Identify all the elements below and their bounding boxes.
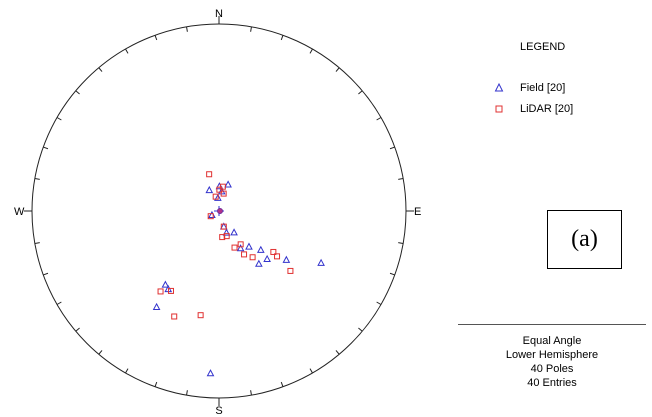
tick-mark: [186, 390, 188, 396]
tick-mark: [335, 67, 340, 72]
tick-mark: [398, 178, 404, 180]
tick-mark: [335, 350, 340, 355]
lidar-pole-marker: [220, 223, 227, 230]
field-pole-marker: [230, 228, 238, 236]
lidar-pole-marker: [171, 313, 178, 320]
field-pole-marker: [222, 228, 231, 236]
direction-labels: N S W E: [14, 8, 421, 417]
tick-mark: [125, 48, 129, 54]
lidar-pole-marker: [270, 248, 277, 255]
projection-summary: Equal Angle Lower Hemisphere 40 Poles 40…: [458, 324, 646, 390]
field-pole-marker: [208, 210, 216, 218]
lidar-pole-marker: [237, 241, 244, 248]
tick-mark: [75, 90, 80, 95]
field-pole-marker: [263, 254, 271, 263]
field-pole-marker: [205, 185, 214, 194]
legend-entry-field: Field [20]: [492, 81, 565, 95]
legend-title: LEGEND: [520, 41, 566, 53]
tick-mark: [34, 242, 40, 244]
lidar-pole-marker: [167, 287, 174, 294]
tick-mark: [154, 381, 158, 387]
field-pole-marker: [317, 258, 325, 266]
tick-mark: [389, 146, 395, 150]
tick-mark: [398, 242, 404, 244]
lidar-pole-marker: [207, 213, 214, 220]
tick-mark: [125, 368, 129, 374]
tick-mark: [43, 146, 49, 150]
summary-divider: [458, 324, 646, 325]
summary-line-entries: 40 Entries: [527, 377, 577, 389]
tick-mark: [309, 368, 313, 374]
lidar-pole-marker: [231, 244, 238, 251]
summary-line-projection: Equal Angle: [522, 335, 582, 347]
tick-mark: [389, 272, 395, 276]
degree-ticks: [24, 16, 414, 406]
field-pole-marker: [206, 369, 215, 377]
lidar-pole-marker: [157, 288, 164, 295]
legend-label-field: Field [20]: [520, 82, 566, 94]
lidar-pole-marker: [223, 233, 230, 240]
field-pole-marker: [245, 242, 253, 250]
field-pole-marker: [152, 302, 161, 311]
field-pole-marker: [161, 280, 170, 288]
tick-mark: [56, 301, 62, 305]
panel-label-box: (a): [547, 210, 622, 269]
lidar-pole-marker: [287, 267, 294, 274]
tick-mark: [56, 117, 62, 121]
tick-mark: [309, 48, 313, 54]
legend-entry-lidar: LiDAR [20]: [492, 102, 573, 116]
field-pole-marker: [282, 255, 291, 263]
tick-mark: [75, 327, 80, 332]
east-label: E: [414, 206, 421, 218]
triangle-icon: [494, 82, 504, 92]
lidar-pole-marker: [197, 312, 204, 319]
tick-mark: [358, 327, 363, 332]
legend-label-lidar: LiDAR [20]: [520, 103, 574, 115]
lidar-pole-marker: [249, 254, 256, 261]
tick-mark: [154, 35, 158, 41]
tick-mark: [250, 26, 252, 32]
tick-mark: [98, 67, 103, 72]
field-pole-marker: [256, 245, 265, 253]
center-mean-marker: [214, 206, 224, 216]
field-pole-marker: [215, 182, 224, 190]
pole-markers: [152, 171, 325, 377]
lidar-pole-marker: [206, 171, 213, 178]
field-pole-marker: [224, 180, 232, 188]
south-label: S: [215, 405, 222, 417]
lidar-pole-marker: [220, 190, 227, 197]
lidar-pole-marker: [241, 251, 248, 258]
tick-mark: [34, 178, 40, 180]
field-pole-marker: [236, 244, 245, 252]
lidar-pole-marker: [216, 186, 223, 193]
north-label: N: [215, 8, 223, 20]
center-mean-dot: [216, 207, 223, 214]
tick-mark: [280, 381, 284, 387]
lidar-pole-marker: [212, 193, 219, 200]
summary-line-hemisphere: Lower Hemisphere: [505, 349, 599, 361]
tick-mark: [280, 35, 284, 41]
tick-mark: [250, 390, 252, 396]
lidar-pole-marker: [219, 234, 226, 241]
tick-mark: [98, 350, 103, 355]
tick-mark: [358, 90, 363, 95]
tick-mark: [376, 301, 382, 305]
field-pole-marker: [214, 193, 222, 201]
lidar-pole-marker: [219, 183, 226, 190]
tick-mark: [186, 26, 188, 32]
panel-label: (a): [571, 226, 598, 252]
tick-mark: [376, 117, 382, 121]
lidar-pole-marker: [274, 253, 281, 260]
tick-mark: [43, 272, 49, 276]
square-icon: [495, 105, 503, 113]
summary-line-poles: 40 Poles: [530, 363, 574, 375]
west-label: W: [14, 206, 25, 218]
field-pole-marker: [255, 259, 263, 267]
